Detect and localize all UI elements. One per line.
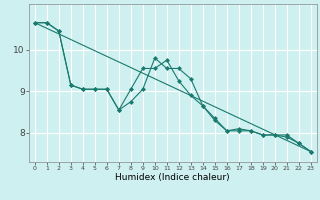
X-axis label: Humidex (Indice chaleur): Humidex (Indice chaleur) <box>116 173 230 182</box>
